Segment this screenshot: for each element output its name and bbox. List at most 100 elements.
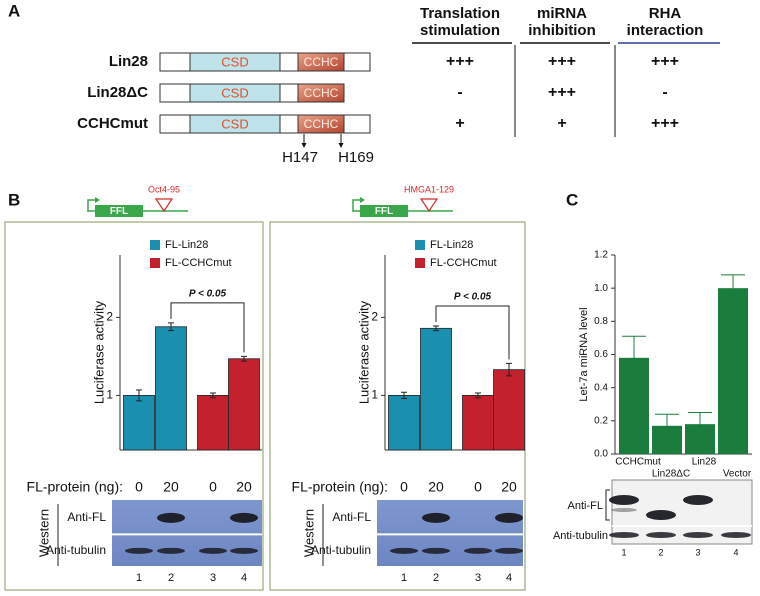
western-label: Western <box>301 509 316 557</box>
error-bar <box>721 274 745 302</box>
lane-label: 2 <box>433 572 439 584</box>
blot-band <box>495 512 523 523</box>
mutation-label: H169 <box>338 149 374 166</box>
lane-label: 1 <box>401 572 407 584</box>
y-tick-label: 2 <box>106 310 113 324</box>
error-bar <box>506 362 512 377</box>
blot-band <box>230 547 258 554</box>
error-bar <box>688 412 712 437</box>
lane-label: 4 <box>733 547 738 557</box>
y-tick-label: 1.0 <box>594 283 608 294</box>
blot-row-label: Anti-tubulin <box>46 543 106 557</box>
x-tick-label: Lin28ΔC <box>652 469 690 480</box>
y-tick-label: 1 <box>371 388 378 402</box>
blot-row-label: Anti-FL <box>332 510 371 524</box>
x-axis-label: FL-protein (ng): <box>292 479 388 495</box>
blot <box>377 500 523 566</box>
panel-frame <box>4 221 264 591</box>
legend-swatch <box>415 240 425 250</box>
blot-band <box>157 512 185 523</box>
significance-label: P < 0.05 <box>189 289 227 300</box>
blot-row-label: Anti-tubulin <box>311 543 371 557</box>
domain-label: CCHC <box>304 86 339 100</box>
domain-label: CCHC <box>304 117 339 131</box>
score: + <box>455 115 464 132</box>
reporter-box <box>95 205 143 217</box>
blot-row-label: Anti-FL <box>568 500 603 512</box>
y-axis-label: Luciferase activity <box>91 300 106 404</box>
panel-label: C <box>566 190 578 209</box>
bar <box>420 327 452 451</box>
blot-band <box>125 547 153 554</box>
cchc-domain <box>297 52 345 72</box>
score: +++ <box>446 53 474 70</box>
column-header: Translation <box>420 5 500 22</box>
domain-label: CSD <box>221 54 248 69</box>
error-bar <box>622 335 646 380</box>
score: +++ <box>548 84 576 101</box>
y-tick-label: 0.0 <box>594 449 608 460</box>
bar <box>228 358 260 451</box>
western-label: Western <box>36 509 51 557</box>
promoter-arrowhead <box>95 197 100 203</box>
promoter-arrow <box>87 199 96 212</box>
score: + <box>557 115 566 132</box>
lane-label: 3 <box>695 547 700 557</box>
error-bar <box>241 355 247 362</box>
legend-swatch <box>150 240 160 250</box>
x-tick-label: 20 <box>236 479 252 495</box>
mutation-arrowhead <box>301 143 307 148</box>
row-label: CCHCmut <box>77 115 148 132</box>
y-tick-label: 0.6 <box>594 349 608 360</box>
row-label: Lin28 <box>109 53 148 70</box>
column-header: inhibition <box>528 22 595 39</box>
y-tick-label: 2 <box>371 310 378 324</box>
legend-label: FL-CCHCmut <box>430 257 497 269</box>
error-bar <box>168 322 174 332</box>
blot-band <box>390 547 418 554</box>
x-tick-label: Lin28 <box>692 457 717 468</box>
bar <box>462 394 494 451</box>
csd-domain <box>189 52 281 72</box>
significance-label: P < 0.05 <box>454 292 492 303</box>
cchc-domain <box>297 114 345 134</box>
lane-label: 3 <box>475 572 481 584</box>
blot-band <box>611 508 637 512</box>
blot-band <box>495 547 523 554</box>
x-axis-label: FL-protein (ng): <box>27 479 123 495</box>
blot-band <box>609 532 639 539</box>
bar <box>493 369 525 451</box>
lane-label: 2 <box>168 572 174 584</box>
y-axis-label: Let-7a miRNA level <box>578 307 590 401</box>
bar <box>155 326 187 451</box>
legend-label: FL-CCHCmut <box>165 257 232 269</box>
x-tick-label: CCHCmut <box>615 457 661 468</box>
score: +++ <box>651 115 679 132</box>
error-bar <box>210 392 216 399</box>
y-tick-label: 0.4 <box>594 382 608 393</box>
target-site-label: Oct4-95 <box>148 184 180 194</box>
lane-label: 2 <box>658 547 663 557</box>
x-tick-label: 20 <box>428 479 444 495</box>
x-tick-label: Vector <box>723 469 752 480</box>
score: +++ <box>651 53 679 70</box>
domain-label: CCHC <box>304 55 339 69</box>
lane-label: 3 <box>210 572 216 584</box>
x-tick-label: 20 <box>163 479 179 495</box>
mutation-arrowhead <box>338 143 344 148</box>
domain-label: CSD <box>221 116 248 131</box>
blot-bracket <box>605 489 610 521</box>
lane-label: 4 <box>506 572 512 584</box>
x-tick-label: 0 <box>474 479 482 495</box>
csd-domain <box>189 114 281 134</box>
y-tick-label: 1 <box>106 388 113 402</box>
column-header: stimulation <box>420 22 500 39</box>
lane-label: 1 <box>136 572 142 584</box>
target-site <box>154 198 174 213</box>
blot-band <box>609 495 639 505</box>
y-tick-label: 0.8 <box>594 316 608 327</box>
panel-label: A <box>8 1 20 20</box>
cchc-domain <box>297 83 345 103</box>
score: - <box>662 84 667 101</box>
promoter-arrowhead <box>360 197 365 203</box>
